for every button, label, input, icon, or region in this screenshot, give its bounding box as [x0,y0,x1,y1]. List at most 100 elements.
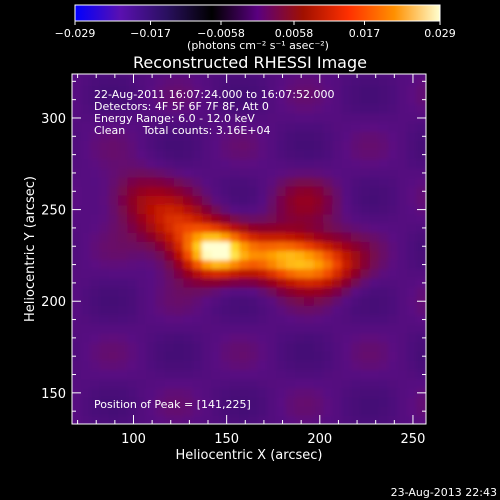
heatmap-cell [90,84,101,96]
heatmap-cell [285,368,297,380]
heatmap-cell [388,84,400,96]
heatmap-cell [72,359,73,371]
heatmap-cell [332,231,344,242]
heatmap-cell [220,249,232,261]
heatmap-cell [323,405,334,416]
heatmap-cell [425,377,426,389]
heatmap-cell [257,359,269,371]
heatmap-cell [332,185,344,196]
heatmap-cell [90,240,101,251]
heatmap-cell [229,194,241,206]
heatmap-cell [397,212,409,224]
heatmap-cell [90,304,101,316]
heatmap-cell [295,359,306,371]
heatmap-cell [341,148,353,160]
heatmap-cell [285,121,297,132]
heatmap-cell [378,386,390,398]
heatmap-cell [425,396,426,407]
heatmap-cell [276,414,288,424]
heatmap-cell [201,130,213,141]
heatmap-cell [239,386,250,398]
heatmap-cell [136,231,148,242]
heatmap-cell [323,231,334,242]
heatmap-cell [378,139,390,151]
heatmap-cell [108,414,120,424]
heatmap-cell [267,377,278,389]
heatmap-cell [304,74,316,77]
heatmap-cell [416,295,426,306]
heatmap-cell [192,121,204,132]
heatmap-cell [127,212,139,224]
heatmap-cell [295,148,306,160]
heatmap-cell [257,185,269,196]
heatmap-cell [257,423,269,424]
heatmap-cell [72,157,73,169]
heatmap-cell [220,304,232,316]
heatmap-cell [229,176,241,187]
heatmap-cell [72,423,83,424]
heatmap-cell [248,423,260,424]
x-tick-labels: 100 150 200 250 [121,432,425,447]
heatmap-cell [211,341,223,352]
heatmap-cell [285,322,297,334]
heatmap-cell [369,313,381,325]
heatmap-cell [211,93,223,105]
heatmap-cell [239,267,250,279]
heatmap-cell [127,386,139,398]
heatmap-cell [118,304,129,316]
heatmap-cell [276,276,288,288]
heatmap-cell [276,166,288,178]
heatmap-cell [155,240,167,251]
heatmap-cell [118,396,129,407]
heatmap-cell [360,414,372,424]
heatmap-cell [378,295,390,306]
heatmap-cell [239,359,250,371]
heatmap-cell [406,249,418,261]
heatmap-cell [323,221,334,233]
heatmap-cell [397,295,409,306]
heatmap-cell [118,157,129,169]
heatmap-cell [416,57,427,68]
heatmap-cell [332,240,344,251]
heatmap-cell [257,130,269,141]
heatmap-cell [313,276,325,288]
heatmap-cell [257,212,269,224]
heatmap-cell [248,386,260,398]
heatmap-cell [239,405,250,416]
heatmap-cell [239,423,250,424]
heatmap-cell [406,331,418,343]
heatmap-cell [108,75,120,86]
heatmap-cell [183,75,195,86]
heatmap-cell [155,185,167,196]
heatmap-cell [229,331,241,343]
heatmap-cell [332,157,344,169]
heatmap-cell [341,139,353,151]
heatmap-cell [369,93,381,105]
heatmap-cell [295,249,306,261]
heatmap-cell [155,74,167,77]
y-tick-label: 250 [41,204,66,219]
heatmap-cell [201,276,213,288]
heatmap-cell [304,102,316,114]
heatmap-cell [248,341,260,352]
heatmap-cell [136,267,148,279]
heatmap-cell [276,75,288,86]
heatmap-cell [108,221,120,233]
heatmap-cell [146,258,157,270]
heatmap-cell [397,313,409,325]
heatmap-cell [369,130,381,141]
heatmap-cell [211,331,223,343]
heatmap-cell [164,313,176,325]
heatmap-cell [201,414,213,424]
heatmap-cell [155,166,167,178]
heatmap-cell [313,414,325,424]
heatmap-cell [397,322,409,334]
heatmap-cell [425,350,426,361]
heatmap-cell [416,341,426,352]
heatmap-cell [192,139,204,151]
heatmap-cell [211,359,223,371]
heatmap-cell [257,93,269,105]
heatmap-cell [435,112,446,123]
heatmap-cell [369,139,381,151]
heatmap-cell [220,267,232,279]
